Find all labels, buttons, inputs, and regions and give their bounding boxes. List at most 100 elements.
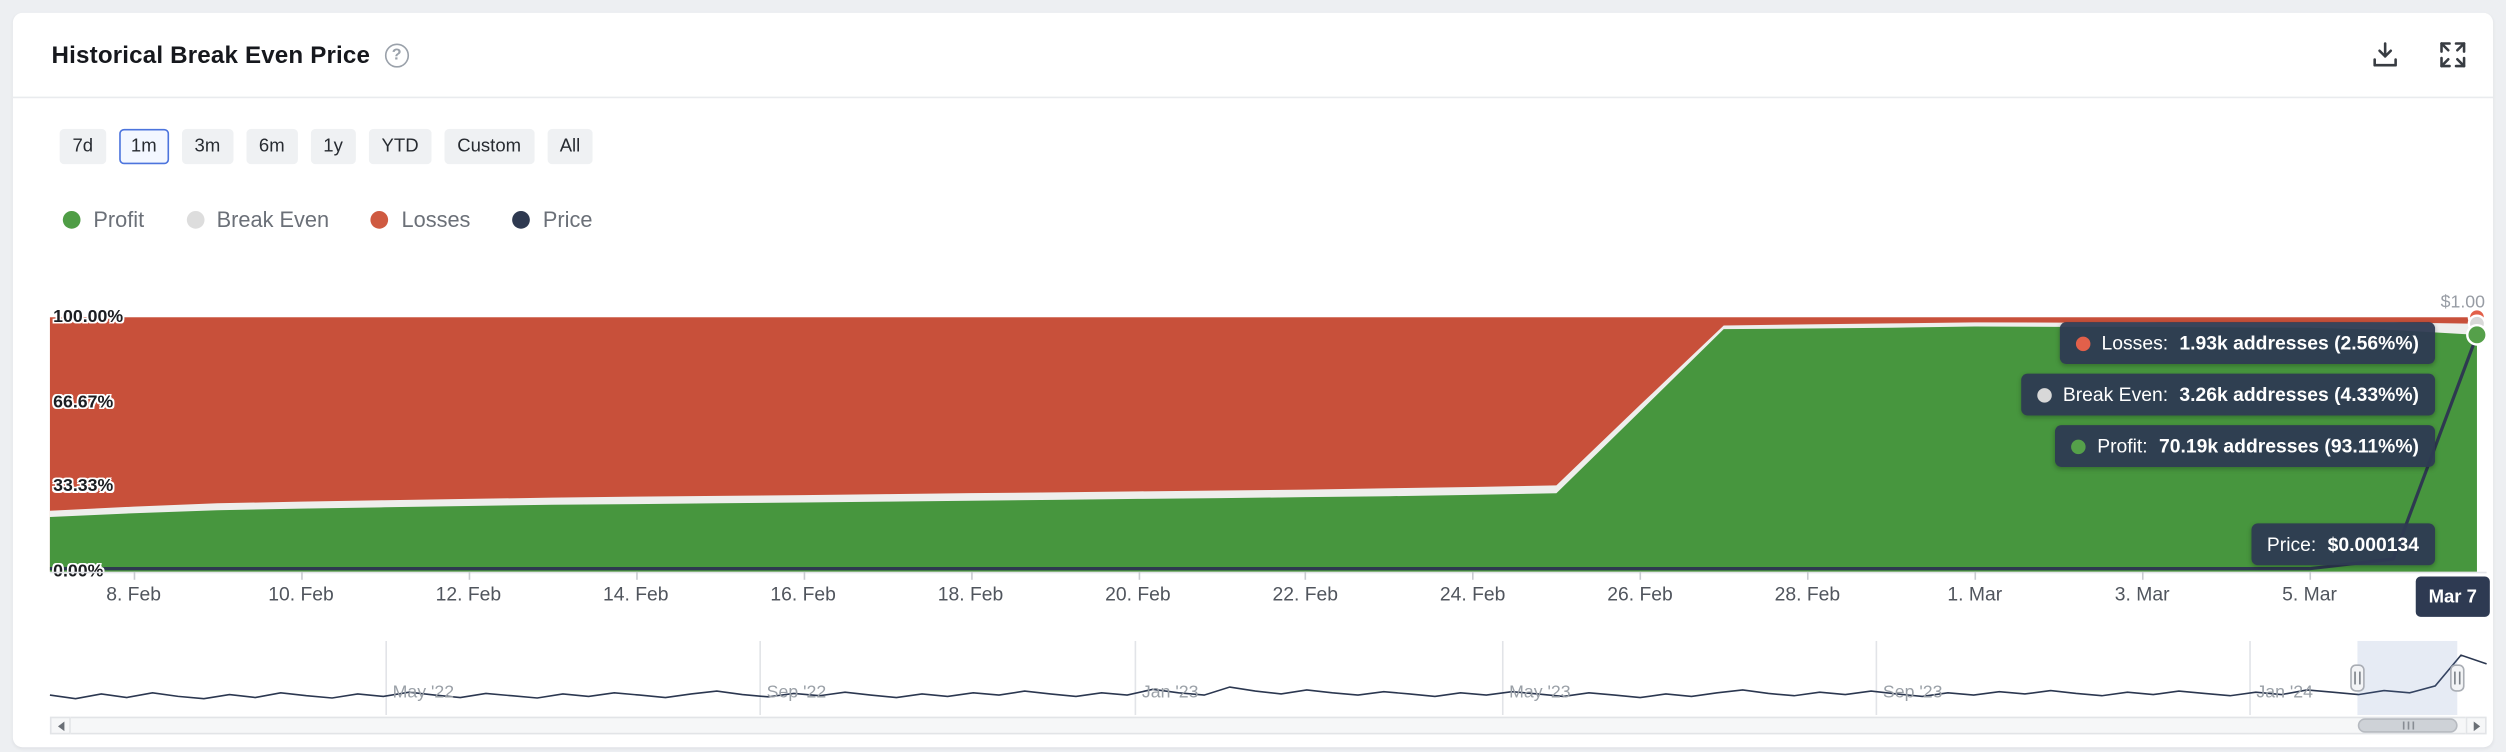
header-divider [12,96,2494,99]
legend-label: Price [542,206,593,232]
x-axis-tick [635,571,638,580]
range-button-6m[interactable]: 6m [246,128,298,165]
fullscreen-button[interactable] [2437,39,2469,71]
tooltip-value: 1.93k addresses (2.56%%) [2179,331,2419,355]
tooltip-label: Losses: [2101,331,2169,355]
expand-icon [2440,42,2466,68]
grip-icon [2402,721,2404,730]
x-axis-label: 26. Feb [1607,583,1673,606]
x-axis-tick [1472,571,1475,580]
profit-area [49,326,2477,572]
x-axis-tick [133,571,136,580]
tooltip-losses: Losses: 1.93k addresses (2.56%%) [2059,322,2436,364]
y-axis-label-33: 33.33% [53,477,114,497]
range-button-ytd[interactable]: YTD [368,128,432,165]
right-arrow-icon [2472,720,2480,731]
download-icon [2373,42,2397,67]
legend-label: Break Even [216,206,330,232]
navigator-line [49,654,2487,700]
x-axis-label: 14. Feb [602,583,669,606]
x-axis-tick [1137,571,1140,580]
x-axis-label: 18. Feb [937,583,1004,606]
x-axis-line [49,571,2487,574]
navigator-tick-label: May '22 [392,682,455,703]
navigator-left-handle[interactable] [2350,664,2365,692]
x-axis-label: 24. Feb [1439,583,1506,606]
navigator-tick-label: Jan '24 [2256,682,2314,703]
losses-tooltip-dot-icon [2075,335,2091,351]
x-axis-tick [1807,571,1810,580]
range-selector: 7d 1m 3m 6m 1y YTD Custom All [59,128,2493,165]
range-button-3m[interactable]: 3m [181,128,234,165]
legend-label: Profit [93,206,145,232]
navigator-tick-label: Sep '23 [1882,682,1943,703]
x-axis-label: 16. Feb [770,583,836,606]
x-axis-tick [1640,571,1642,580]
navigator-tick-label: May '23 [1509,682,1571,703]
hover-date-badge: Mar 7 [2415,576,2490,617]
x-axis-label: 8. Feb [106,583,161,606]
range-button-all[interactable]: All [546,128,594,165]
break-even-dot-icon [186,210,204,228]
tooltip-price-label: Price: [2266,533,2317,556]
x-axis-label: 22. Feb [1272,583,1339,606]
navigator-tick-label: Jan '23 [1141,682,1199,703]
legend-item-profit[interactable]: Profit [62,205,145,234]
tooltip-price-value: $0.000134 [2327,533,2419,556]
profit-tooltip-dot-icon [2071,438,2086,454]
download-button[interactable] [2369,39,2401,71]
x-axis-label: 28. Feb [1774,583,1841,606]
x-axis-tick [2309,571,2312,580]
x-axis-tick [468,571,470,580]
chart-card: Historical Break Even Price ? [12,12,2494,748]
x-axis-label: 3. Mar [2114,583,2170,606]
navigator-right-handle[interactable] [2450,664,2465,692]
chart-title: Historical Break Even Price [51,41,371,69]
card-header: Historical Break Even Price ? [13,13,2493,97]
price-axis-top-label: $1.00 [2440,293,2486,313]
x-axis-tick [803,571,805,580]
x-axis-tick [1974,571,1977,580]
navigator-selection [2357,640,2458,716]
break-even-tooltip-dot-icon [2037,387,2052,402]
y-axis-label-66: 66.67% [53,392,114,412]
range-button-1m[interactable]: 1m [118,128,169,165]
tooltip-label: Break Even: [2062,383,2169,406]
legend: Profit Break Even Losses Price [62,205,2493,234]
scrollbar-left-button[interactable] [49,716,71,735]
profit-dot-icon [62,210,81,228]
losses-dot-icon [370,210,389,228]
tooltip-value: 3.26k addresses (4.33%%) [2179,383,2419,406]
navigator-tick-label: Sep '22 [766,682,827,703]
x-axis-tick [1305,571,1307,580]
x-axis-label: 5. Mar [2282,583,2337,606]
chart-zone: 100.00% 66.67% 33.33% 0.00% $1.00 8. Feb… [13,235,2493,747]
grip-icon [2406,721,2409,730]
scrollbar-thumb[interactable] [2357,718,2458,733]
range-button-7d[interactable]: 7d [59,128,106,165]
legend-item-losses[interactable]: Losses [370,205,471,234]
tooltip-value: 70.19k addresses (93.11%%) [2158,434,2419,458]
scrollbar-right-button[interactable] [2465,716,2487,735]
legend-item-break-even[interactable]: Break Even [186,205,329,234]
x-axis-label: 10. Feb [268,583,334,606]
x-axis-label: 20. Feb [1105,583,1171,606]
price-line [49,334,2479,571]
range-button-custom[interactable]: Custom [444,128,534,165]
navigator[interactable] [49,640,2487,716]
x-axis-tick [2142,571,2144,580]
x-axis-tick [970,571,973,580]
x-axis-tick [300,571,303,580]
scrollbar-track[interactable] [70,716,2466,735]
legend-label: Losses [401,206,471,232]
grip-icon [2411,721,2414,730]
help-icon[interactable]: ? [384,42,409,67]
x-axis-label: 12. Feb [435,583,502,606]
scrollbar [49,716,2487,735]
tooltip-label: Profit: [2097,434,2148,458]
tooltip-break-even: Break Even: 3.26k addresses (4.33%%) [2020,373,2436,416]
range-button-1y[interactable]: 1y [310,128,356,165]
tooltip-price: Price: $0.000134 [2250,523,2436,566]
legend-item-price[interactable]: Price [512,205,592,234]
